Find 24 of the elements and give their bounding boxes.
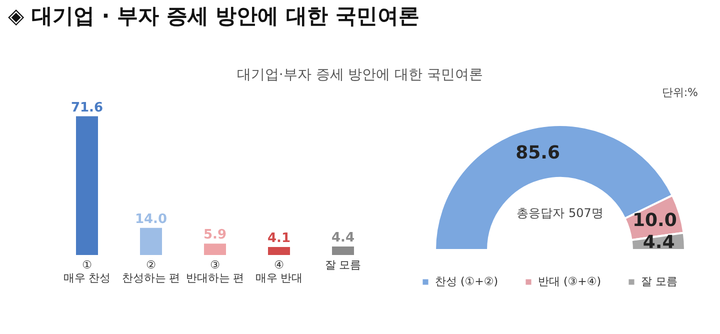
- bar: [332, 246, 354, 255]
- data-label: 4.4: [642, 232, 675, 254]
- x-tick-label: ① 매우 찬성: [63, 258, 111, 284]
- data-label: 5.9: [203, 228, 227, 243]
- data-label: 10.0: [632, 210, 677, 232]
- chart-subtitle: 대기업·부자 증세 방안에 대한 국민여론: [236, 66, 484, 84]
- text: 총응답자 507명: [516, 206, 604, 220]
- bar: [204, 244, 226, 255]
- legend-label: 찬성 (①+②): [435, 274, 498, 288]
- x-tick-label: ④ 매우 반대: [255, 258, 303, 284]
- data-label: 4.4: [331, 230, 355, 246]
- bar: [140, 228, 162, 255]
- text: 단위:%: [662, 85, 698, 100]
- x-tick-label: ③ 반대하는 편: [186, 258, 244, 284]
- bar: [268, 247, 290, 255]
- legend-label: 반대 (③+④): [538, 274, 602, 288]
- data-label: 85.6: [516, 142, 560, 164]
- x-tick-label: ② 찬성하는 편: [122, 258, 180, 284]
- bar: [76, 116, 98, 255]
- data-label: 71.6: [70, 100, 104, 116]
- x-tick-label: 잘 모름: [324, 258, 362, 272]
- data-label: 4.1: [267, 231, 291, 246]
- data-label: 14.0: [134, 212, 168, 227]
- chart-title: ◈ 대기업 · 부자 증세 방안에 대한 국민여론: [8, 3, 420, 30]
